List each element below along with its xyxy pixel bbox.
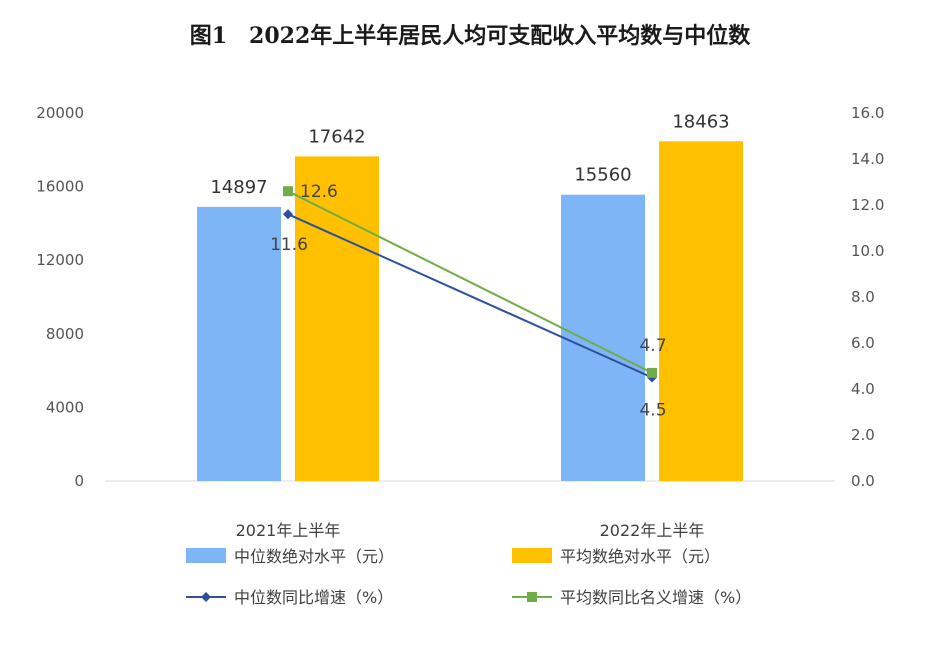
line-value-label: 4.7 (639, 336, 666, 356)
y-right-tick-label: 2.0 (851, 426, 875, 444)
series-line (287, 213, 653, 379)
legend-label: 平均数绝对水平（元） (560, 547, 720, 566)
bar (295, 156, 379, 481)
x-category-label: 2021年上半年 (236, 521, 341, 540)
line-value-label: 12.6 (300, 182, 338, 202)
legend-label: 平均数同比名义增速（%） (560, 588, 751, 607)
bar (197, 206, 281, 481)
series-line (287, 190, 653, 374)
legend-marker-diamond (201, 592, 211, 602)
y-left-tick-label: 16000 (36, 178, 84, 196)
y-right-tick-label: 14.0 (851, 150, 884, 168)
y-left-tick-label: 0 (74, 472, 84, 490)
bar-value-label: 17642 (308, 126, 365, 147)
bar (659, 141, 743, 481)
bar (561, 194, 645, 482)
x-category-label: 2022年上半年 (600, 521, 705, 540)
legend-label: 中位数同比增速（%） (234, 588, 393, 607)
bar-value-label: 18463 (672, 111, 729, 132)
y-left-tick-label: 20000 (36, 104, 84, 122)
legend-marker-square (527, 592, 537, 602)
y-right-tick-label: 8.0 (851, 288, 875, 306)
bar-value-label: 14897 (210, 177, 267, 198)
y-right-tick-label: 6.0 (851, 334, 875, 352)
legend-label: 中位数绝对水平（元） (234, 547, 394, 566)
y-right-tick-label: 10.0 (851, 242, 884, 260)
y-left-tick-label: 4000 (46, 398, 84, 416)
line-value-label: 11.6 (270, 235, 308, 255)
y-right-tick-label: 0.0 (851, 472, 875, 490)
y-right-tick-label: 12.0 (851, 196, 884, 214)
y-right-tick-label: 16.0 (851, 104, 884, 122)
line-marker-square (283, 186, 293, 197)
y-right-tick-label: 4.0 (851, 380, 875, 398)
y-left-tick-label: 12000 (36, 251, 84, 269)
y-left-tick-label: 8000 (46, 325, 84, 343)
legend-swatch (512, 548, 552, 563)
line-marker-diamond (283, 209, 293, 220)
legend-swatch (186, 548, 226, 563)
chart-title: 图1 2022年上半年居民人均可支配收入平均数与中位数 (189, 23, 751, 49)
line-value-label: 4.5 (639, 401, 666, 421)
line-marker-square (647, 367, 657, 378)
bar-value-label: 15560 (574, 165, 631, 186)
